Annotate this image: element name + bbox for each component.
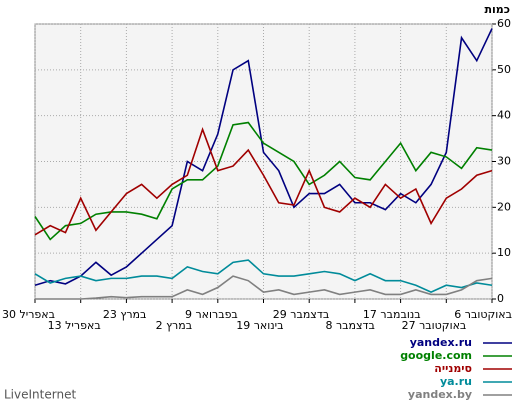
legend-label: yandex.by	[408, 388, 472, 401]
x-tick-label: 17 בנובמבר	[363, 308, 421, 321]
x-tick-label: 13 באפריל	[48, 319, 101, 332]
x-tick-label: 2 במרץ	[156, 319, 192, 332]
series-line	[34, 259, 493, 294]
y-tick-label: 10	[497, 246, 511, 259]
y-tick-label: 30	[497, 155, 511, 168]
x-tick-label: 23 במרץ	[103, 308, 146, 321]
series-line	[35, 275, 493, 300]
x-tick-label: 30 באפריל	[2, 308, 55, 321]
y-axis-label: כמות	[485, 3, 510, 16]
y-tick-label: 60	[497, 17, 511, 30]
x-tick-label: 6 באוקטובר	[454, 308, 512, 321]
brand: LiveInternet	[4, 388, 76, 402]
y-tick-label: 40	[497, 109, 511, 122]
series-line	[34, 28, 493, 287]
x-tick-label: 9 בפברואר	[185, 308, 238, 321]
x-tick-label: 29 בדצמבר	[273, 308, 329, 321]
series-line	[34, 127, 493, 236]
y-tick-label: 20	[497, 200, 511, 213]
y-tick-label: 50	[497, 63, 511, 76]
legend-label: google.com	[400, 349, 472, 362]
x-tick-label: 8 בדצמבר	[325, 319, 374, 332]
legend-label: סימנייה	[434, 362, 472, 375]
x-tick-label: 19 בינואר	[236, 319, 283, 332]
legend-label: ya.ru	[440, 375, 472, 388]
x-tick-label: 27 באוקטובר	[402, 319, 467, 332]
legend-label: yandex.ru	[410, 336, 472, 349]
y-tick-label: 0	[497, 292, 504, 305]
